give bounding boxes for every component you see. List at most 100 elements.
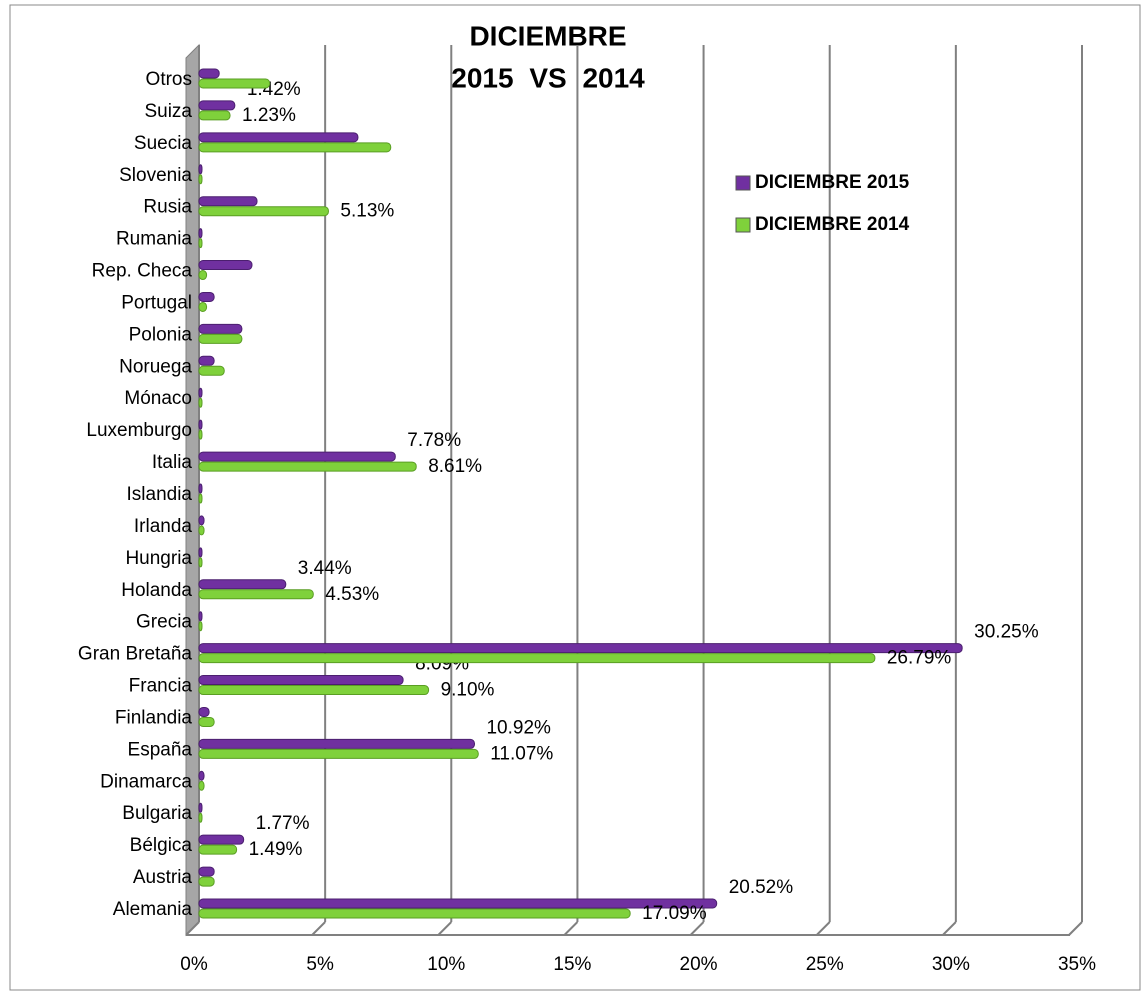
bar xyxy=(198,142,392,153)
bar xyxy=(198,738,475,749)
y-tick-label: Bélgica xyxy=(130,835,193,856)
bar xyxy=(198,547,203,558)
bar xyxy=(198,493,203,504)
bar xyxy=(198,834,245,845)
bar xyxy=(198,770,205,781)
bar xyxy=(198,557,203,568)
grid-line-floor xyxy=(1068,921,1083,936)
grid-line-floor xyxy=(689,921,705,936)
bar xyxy=(198,291,215,302)
grid-line-floor xyxy=(816,921,831,936)
bar xyxy=(198,706,210,717)
bar xyxy=(198,579,287,590)
y-tick-label: Rumania xyxy=(116,229,192,250)
bar xyxy=(198,100,236,111)
bar xyxy=(198,643,963,654)
bar xyxy=(198,802,203,813)
bar xyxy=(198,675,404,686)
y-tick-label: Holanda xyxy=(121,580,192,601)
grid-line-floor xyxy=(311,921,326,936)
bar xyxy=(198,844,238,855)
legend-label: DICIEMBRE 2015 xyxy=(755,172,910,193)
y-tick-label: Noruega xyxy=(119,356,192,377)
data-label: 9.10% xyxy=(441,680,495,701)
data-label: 3.44% xyxy=(298,558,352,579)
y-tick-label: Alemania xyxy=(113,899,193,920)
x-tick-label: 5% xyxy=(306,954,334,975)
y-tick-label: Portugal xyxy=(121,292,192,313)
bar xyxy=(198,419,203,430)
bar xyxy=(198,611,203,622)
x-tick-label: 15% xyxy=(553,954,591,975)
bar xyxy=(198,260,253,271)
data-label: 4.53% xyxy=(325,584,379,605)
bar xyxy=(198,780,205,791)
grid-line-floor xyxy=(942,921,957,936)
bar xyxy=(198,908,631,919)
bar xyxy=(198,238,203,249)
bar xyxy=(198,525,205,536)
y-tick-label: Slovenia xyxy=(119,165,192,186)
y-tick-label: Rusia xyxy=(143,197,192,218)
bar xyxy=(198,228,203,239)
data-label: 30.25% xyxy=(974,622,1039,643)
x-tick-label: 35% xyxy=(1058,954,1096,975)
y-tick-label: Irlanda xyxy=(134,516,193,537)
data-label: 17.09% xyxy=(642,903,707,924)
data-label: 1.49% xyxy=(249,839,303,860)
x-tick-label: 20% xyxy=(680,954,718,975)
bar xyxy=(198,621,203,632)
bar xyxy=(198,270,208,281)
y-tick-label: Suecia xyxy=(134,133,193,154)
bar xyxy=(198,716,215,727)
bar xyxy=(198,355,215,366)
bar xyxy=(198,898,718,909)
x-tick-label: 30% xyxy=(932,954,970,975)
bar xyxy=(198,876,215,887)
legend-label: DICIEMBRE 2014 xyxy=(755,214,910,235)
bar xyxy=(198,68,220,79)
y-tick-label: Islandia xyxy=(127,484,193,505)
y-tick-label: Italia xyxy=(152,452,193,473)
bar xyxy=(198,429,203,440)
y-tick-label: Dinamarca xyxy=(100,771,192,792)
y-tick-label: Bulgaria xyxy=(122,803,192,824)
x-tick-label: 0% xyxy=(180,954,208,975)
y-tick-label: Mónaco xyxy=(124,388,192,409)
data-label: 10.92% xyxy=(486,717,551,738)
y-tick-label: Suiza xyxy=(144,101,192,122)
chart-title: DICIEMBRE xyxy=(469,20,626,51)
bar xyxy=(198,812,203,823)
bar xyxy=(198,589,314,600)
bar xyxy=(198,174,203,185)
grid-line-floor xyxy=(563,921,579,936)
x-tick-label: 25% xyxy=(806,954,844,975)
bar xyxy=(198,866,215,877)
bar xyxy=(198,653,876,664)
y-tick-label: Austria xyxy=(133,867,193,888)
data-label: 7.78% xyxy=(407,430,461,451)
bar xyxy=(198,78,271,89)
data-label: 20.52% xyxy=(729,877,794,898)
bar xyxy=(198,132,359,143)
data-label: 1.23% xyxy=(242,105,296,126)
grid-line-floor xyxy=(437,921,452,936)
bar xyxy=(198,461,417,472)
data-label: 1.77% xyxy=(256,813,310,834)
bar xyxy=(198,196,258,207)
bar xyxy=(198,685,430,696)
bar xyxy=(198,365,225,376)
bar xyxy=(198,397,203,408)
legend-swatch xyxy=(735,217,751,233)
data-label: 11.07% xyxy=(490,743,553,764)
y-tick-label: Gran Bretaña xyxy=(78,644,192,665)
legend-swatch xyxy=(735,175,751,191)
bar xyxy=(198,206,329,217)
bar xyxy=(198,110,231,121)
bar xyxy=(198,301,208,312)
bar xyxy=(198,164,203,175)
y-tick-label: España xyxy=(128,739,193,760)
y-tick-label: Hungria xyxy=(125,548,192,569)
bar xyxy=(198,515,205,526)
